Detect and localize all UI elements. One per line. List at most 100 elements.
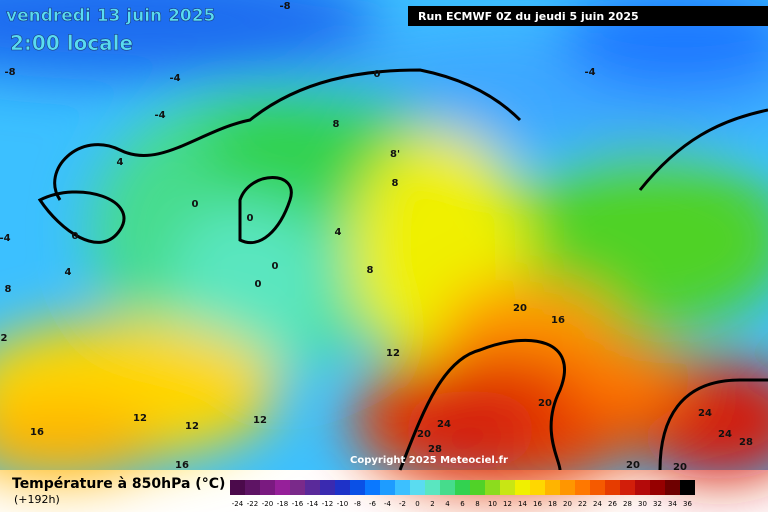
legend-swatch <box>575 480 590 495</box>
contour-label: 4 <box>335 227 342 238</box>
legend-tick-label: 32 <box>653 500 662 508</box>
legend-swatch <box>560 480 575 495</box>
legend-swatch <box>245 480 260 495</box>
contour-label: 8 <box>392 178 399 189</box>
legend-swatch <box>230 480 245 495</box>
legend-swatch <box>425 480 440 495</box>
contour-label: 20 <box>417 429 431 440</box>
contour-label: 4 <box>117 157 124 168</box>
legend-swatch <box>515 480 530 495</box>
contour-label: 12 <box>386 348 400 359</box>
contour-label: 8 <box>5 284 12 295</box>
legend-swatch <box>620 480 635 495</box>
legend-swatch <box>605 480 620 495</box>
legend-tick-label: -24 <box>232 500 244 508</box>
legend-tick-label: 10 <box>488 500 497 508</box>
run-banner <box>408 6 768 26</box>
contour-label: 20 <box>513 303 527 314</box>
contour-label: -8 <box>279 1 290 12</box>
legend-tick-label: -20 <box>262 500 273 508</box>
contour-label: 16 <box>551 315 565 326</box>
contour-label: 0 <box>192 199 199 210</box>
legend-swatch <box>320 480 335 495</box>
legend-tick-label: -18 <box>277 500 288 508</box>
legend-tick-label: 6 <box>460 500 465 508</box>
lead-time: (+192h) <box>14 493 60 506</box>
contour-label: 28 <box>428 444 442 455</box>
contour-label: 20 <box>538 398 552 409</box>
legend-swatch <box>530 480 545 495</box>
contour-label: 24 <box>698 408 712 419</box>
legend-title: Température à 850hPa (°C) <box>12 476 225 492</box>
legend-swatch <box>470 480 485 495</box>
legend-swatch <box>365 480 380 495</box>
legend-tick-label: -22 <box>247 500 258 508</box>
legend-swatch <box>335 480 350 495</box>
contour-label: 2 <box>1 333 8 344</box>
legend-swatch <box>545 480 560 495</box>
legend-tick-label: 34 <box>668 500 677 508</box>
valid-time: 2:00 locale <box>10 31 133 55</box>
contour-label: 16 <box>175 460 189 471</box>
contour-label: 24 <box>437 419 451 430</box>
legend-tick-label: 20 <box>563 500 572 508</box>
contour-labels: -8-8-4-4-4040004-480088'8482016121212121… <box>0 1 753 473</box>
contour-label: 12 <box>185 421 199 432</box>
contour-label: 8' <box>390 149 400 160</box>
legend-swatch <box>275 480 290 495</box>
legend-tick-label: 28 <box>623 500 632 508</box>
legend-swatch <box>635 480 650 495</box>
legend-tick-label: 36 <box>683 500 692 508</box>
legend-swatch <box>290 480 305 495</box>
legend-swatch <box>305 480 320 495</box>
legend-tick-label: 22 <box>578 500 587 508</box>
contour-label: 8 <box>367 265 374 276</box>
contour-label: 0 <box>72 231 79 242</box>
legend-tick-label: -2 <box>399 500 406 508</box>
contour-label: 8 <box>333 119 340 130</box>
legend-swatch <box>395 480 410 495</box>
contour-label: 0 <box>247 213 254 224</box>
legend-swatch <box>440 480 455 495</box>
legend-tick-label: 24 <box>593 500 602 508</box>
color-legend: -24 -22 -20 -18 -16 -14 -12 -10 -8 -6 -4 -2 0 2 4 6 8 10 1… <box>230 480 695 508</box>
copyright: Copyright 2025 Meteociel.fr <box>350 455 508 466</box>
legend-tick-label: 16 <box>533 500 542 508</box>
temperature-field <box>0 0 768 490</box>
legend-tick-label: -12 <box>322 500 333 508</box>
legend-swatch <box>665 480 680 495</box>
contour-label: 20 <box>626 460 640 471</box>
legend-tick-label: 8 <box>475 500 479 508</box>
run-info: Run ECMWF 0Z du jeudi 5 juin 2025 <box>418 10 639 23</box>
contour-label: 20 <box>673 462 687 473</box>
contour-label: 16 <box>30 427 44 438</box>
legend-tick-label: -8 <box>354 500 361 508</box>
legend-tick-label: 18 <box>548 500 557 508</box>
legend-swatch <box>500 480 515 495</box>
legend-tick-label: 2 <box>430 500 434 508</box>
contour-label: 28 <box>739 437 753 448</box>
contour-label: -4 <box>0 233 11 244</box>
legend-tick-label: 26 <box>608 500 617 508</box>
legend-swatch <box>680 480 695 495</box>
legend-swatch <box>485 480 500 495</box>
legend-tick-label: 12 <box>503 500 512 508</box>
legend-swatch <box>380 480 395 495</box>
legend-tick-label: -16 <box>292 500 304 508</box>
legend-swatch <box>410 480 425 495</box>
contour-label: -4 <box>584 67 595 78</box>
contour-label: -8 <box>4 67 15 78</box>
valid-date: vendredi 13 juin 2025 <box>6 6 215 26</box>
contour-label: -4 <box>154 110 165 121</box>
legend-swatch <box>590 480 605 495</box>
contour-label: 0 <box>255 279 262 290</box>
legend-swatch <box>650 480 665 495</box>
contour-label: 12 <box>253 415 267 426</box>
legend-tick-label: 14 <box>518 500 527 508</box>
contour-label: 0 <box>272 261 279 272</box>
legend-swatch <box>350 480 365 495</box>
legend-tick-label: -4 <box>384 500 392 508</box>
legend-swatch <box>260 480 275 495</box>
